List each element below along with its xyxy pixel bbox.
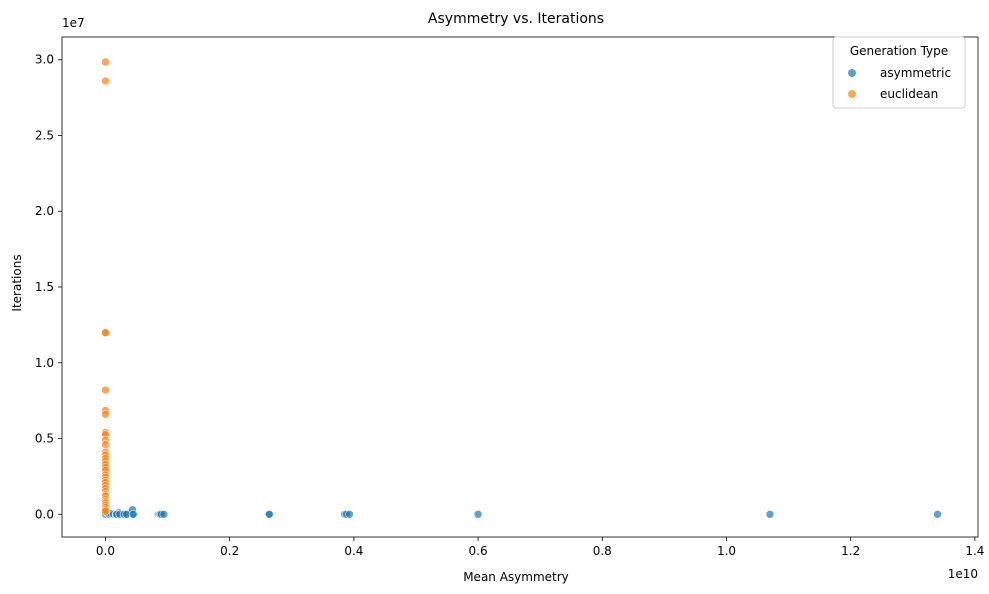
data-point-asymmetric (345, 509, 354, 519)
data-point-asymmetric (473, 509, 483, 519)
y-tick-label: 1.5 (35, 280, 54, 294)
x-tick-label: 0.8 (593, 544, 612, 558)
legend-label-euclidean: euclidean (880, 87, 938, 101)
data-point-asymmetric (128, 509, 138, 519)
data-point-asymmetric (933, 509, 942, 519)
x-tick-label: 0.6 (469, 544, 488, 558)
y-tick-label: 2.0 (35, 204, 54, 218)
legend-marker-euclidean (848, 90, 856, 98)
y-tick-label: 3.0 (35, 53, 54, 67)
y-tick-label: 1.0 (35, 356, 54, 370)
legend-label-asymmetric: asymmetric (880, 66, 951, 80)
y-tick-label: 2.5 (35, 128, 54, 142)
data-point-euclidean (101, 76, 110, 86)
data-point-euclidean (101, 385, 110, 395)
y-axis-offset-label: 1e7 (62, 16, 85, 30)
x-tick-label: 1.0 (717, 544, 736, 558)
data-point-euclidean (101, 409, 110, 419)
chart-title: Asymmetry vs. Iterations (428, 11, 604, 27)
series-euclidean (101, 57, 110, 516)
plot-marks (101, 57, 942, 519)
x-axis-offset-label: 1e10 (948, 567, 978, 581)
legend-box (832, 36, 966, 109)
data-point-euclidean (101, 440, 110, 449)
data-point-asymmetric (765, 509, 775, 519)
legend-title: Generation Type (850, 44, 948, 58)
y-tick-label: 0.5 (35, 432, 54, 446)
data-point-euclidean (101, 506, 110, 516)
data-point-euclidean (101, 57, 110, 67)
x-tick-label: 0.4 (344, 544, 363, 558)
y-axis-ticks: 0.0 0.5 1.0 1.5 2.0 2.5 3.0 (35, 53, 62, 521)
x-tick-label: 1.2 (841, 544, 860, 558)
legend: Generation Type asymmetric euclidean (832, 36, 966, 109)
x-tick-label: 0.2 (220, 544, 239, 558)
x-tick-label: 0.0 (96, 544, 115, 558)
y-axis-label: Iterations (10, 254, 24, 311)
legend-marker-asymmetric (848, 69, 856, 77)
data-point-asymmetric (159, 509, 169, 519)
data-point-asymmetric (265, 509, 274, 519)
x-axis-label: Mean Asymmetry (463, 570, 569, 584)
data-point-euclidean (101, 328, 110, 338)
y-tick-label: 0.0 (35, 507, 54, 521)
x-tick-label: 1.4 (965, 544, 984, 558)
x-axis-ticks: 0.0 0.2 0.4 0.6 0.8 1.0 1.2 1.4 (96, 537, 984, 558)
